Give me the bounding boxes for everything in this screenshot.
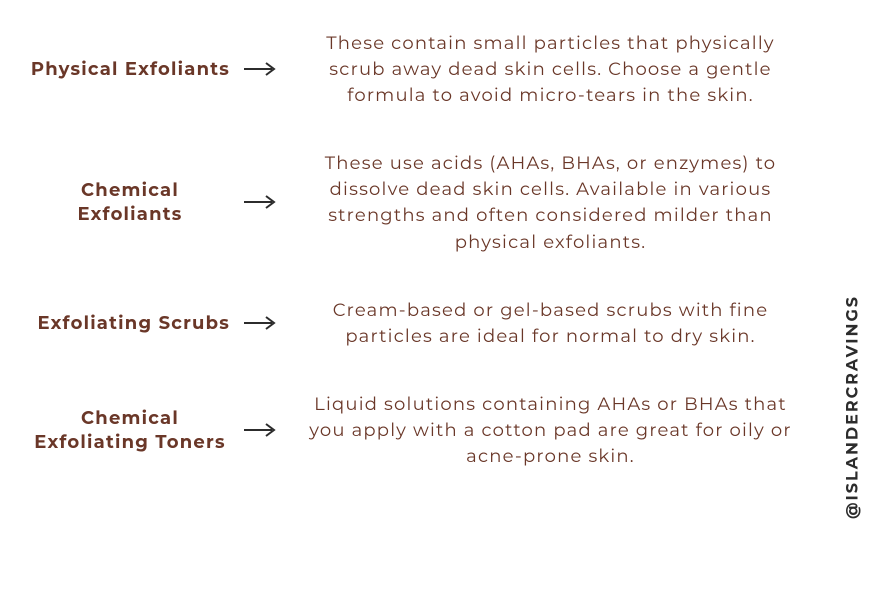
arrow-icon	[242, 193, 280, 211]
row-description: Cream-based or gel-based scrubs with fin…	[298, 297, 803, 349]
row-label: Chemical Exfoliants	[30, 178, 230, 227]
label-col: Physical Exfoliants	[30, 57, 280, 81]
row-physical-exfoliants: Physical Exfoliants These contain small …	[30, 30, 803, 108]
arrow-icon	[242, 314, 280, 332]
row-label: Physical Exfoliants	[31, 57, 230, 81]
row-chemical-exfoliants: Chemical Exfoliants These use acids (AHA…	[30, 150, 803, 254]
label-col: Chemical Exfoliating Toners	[30, 406, 280, 455]
social-handle-watermark: @ISLANDERCRAVINGS	[844, 295, 863, 519]
label-col: Exfoliating Scrubs	[30, 311, 280, 335]
row-description: These use acids (AHAs, BHAs, or enzymes)…	[298, 150, 803, 254]
row-description: These contain small particles that physi…	[298, 30, 803, 108]
label-col: Chemical Exfoliants	[30, 178, 280, 227]
exfoliant-types-list: Physical Exfoliants These contain small …	[0, 0, 873, 589]
row-chemical-exfoliating-toners: Chemical Exfoliating Toners Liquid solut…	[30, 391, 803, 469]
row-description: Liquid solutions containing AHAs or BHAs…	[298, 391, 803, 469]
arrow-icon	[242, 421, 280, 439]
arrow-icon	[242, 60, 280, 78]
row-label: Exfoliating Scrubs	[37, 311, 230, 335]
row-label: Chemical Exfoliating Toners	[30, 406, 230, 455]
row-exfoliating-scrubs: Exfoliating Scrubs Cream-based or gel-ba…	[30, 297, 803, 349]
